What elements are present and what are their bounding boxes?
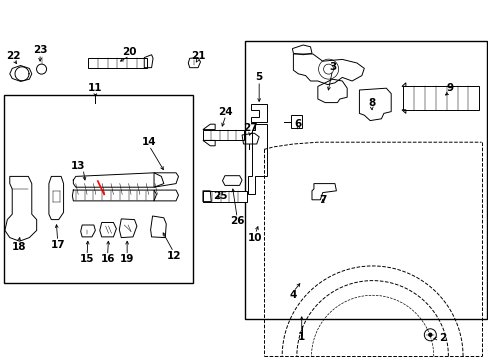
Text: 17: 17: [50, 240, 65, 250]
Text: 10: 10: [247, 233, 262, 243]
Bar: [403, 86, 478, 110]
Bar: [203, 130, 244, 140]
Bar: [4, 95, 193, 283]
Text: 23: 23: [33, 45, 47, 55]
Bar: [88, 58, 146, 68]
Text: 13: 13: [71, 161, 85, 171]
Text: 3: 3: [328, 62, 335, 72]
Text: 9: 9: [446, 83, 452, 93]
Text: 5: 5: [255, 72, 262, 82]
Text: 27: 27: [243, 123, 257, 133]
Text: 2: 2: [438, 333, 445, 343]
Text: 11: 11: [88, 83, 102, 93]
Text: 4: 4: [289, 290, 297, 300]
Text: 16: 16: [100, 254, 115, 264]
Text: 20: 20: [122, 47, 137, 57]
Circle shape: [428, 333, 431, 336]
Text: 7: 7: [318, 195, 326, 205]
Text: 12: 12: [166, 251, 181, 261]
Text: 1: 1: [298, 332, 305, 342]
Text: 8: 8: [367, 98, 374, 108]
Text: 22: 22: [6, 51, 21, 61]
Bar: [203, 191, 246, 202]
Text: 15: 15: [80, 254, 94, 264]
Text: 6: 6: [294, 119, 301, 129]
Text: 25: 25: [212, 191, 227, 201]
Text: 26: 26: [229, 216, 244, 226]
Bar: [245, 41, 486, 319]
Text: 18: 18: [11, 242, 26, 252]
Text: 19: 19: [120, 254, 134, 264]
Text: 21: 21: [190, 51, 205, 61]
Text: 14: 14: [142, 137, 156, 147]
Text: 24: 24: [218, 107, 233, 117]
